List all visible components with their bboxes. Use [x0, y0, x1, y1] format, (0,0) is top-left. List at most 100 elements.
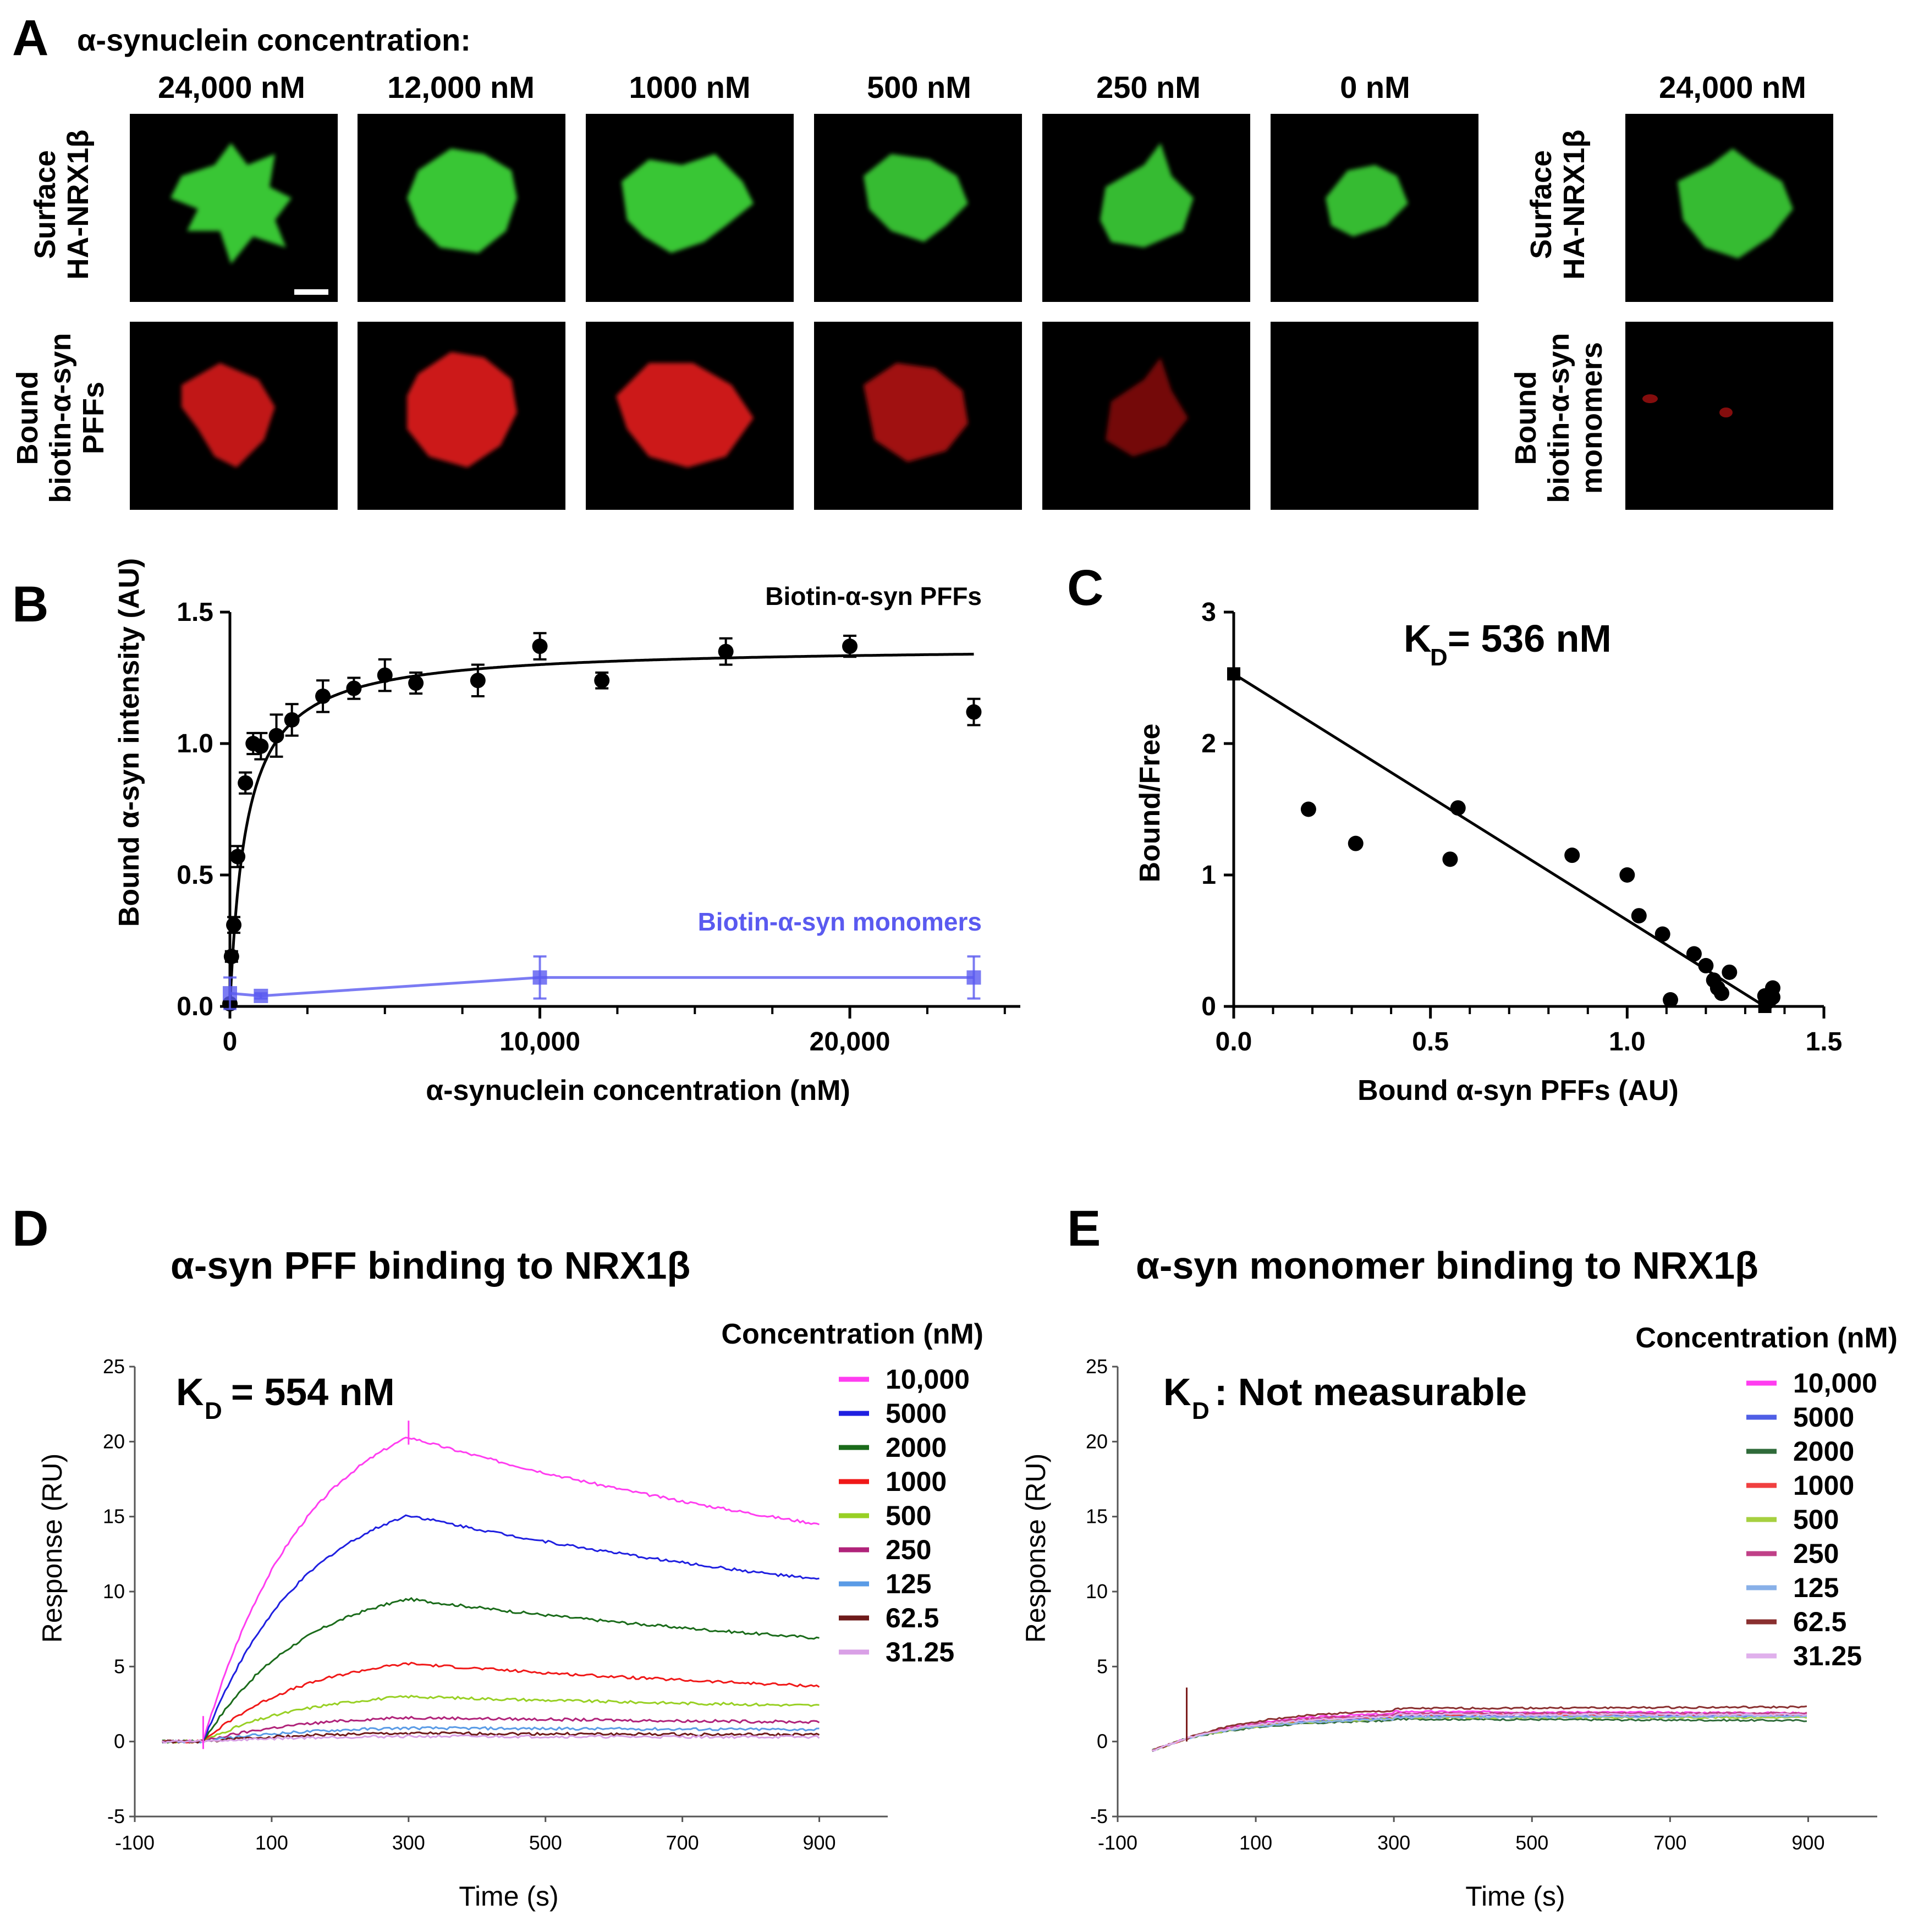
- micrograph-red-5: [1042, 322, 1250, 510]
- chart-d-legend-title: Concentration (nM): [721, 1318, 983, 1350]
- chart-c-point: [1698, 957, 1714, 973]
- panel-b: B 0.0 0.5 1.0 1.5 0 10,000 20,000 Bound α-syn …: [12, 558, 1020, 1107]
- chart-d-legend-label: 31.25: [886, 1637, 954, 1667]
- chart-c-ytick-label: 2: [1201, 729, 1216, 758]
- chart-e-legend-label: 500: [1793, 1504, 1839, 1535]
- chart-b-ytick-label: 0.0: [177, 992, 213, 1021]
- chart-e-legend-label: 5000: [1793, 1402, 1854, 1433]
- panel-a: A α-synuclein concentration: 24,000 nM 1…: [11, 10, 1833, 510]
- chart-e-curve: [1152, 1717, 1807, 1751]
- chart-b-point-pff: [532, 639, 548, 654]
- chart-b-point-monomer: [532, 970, 547, 985]
- chart-d-curve: [162, 1734, 820, 1744]
- chart-b-ytick-label: 1.5: [177, 598, 213, 627]
- chart-b-xtick-label: 0: [223, 1027, 238, 1056]
- chart-c-point: [1714, 986, 1730, 1001]
- chart-b-point-pff: [238, 775, 254, 791]
- chart-c-xtick-label: 0.0: [1216, 1027, 1252, 1056]
- chart-c-xtick-label: 1.5: [1806, 1027, 1843, 1056]
- col-label-3: 1000 nM: [629, 70, 751, 104]
- chart-d-kd-label: K D = 554 nM: [176, 1370, 395, 1424]
- chart-c-point: [1450, 800, 1466, 816]
- chart-e-ytick-label: 10: [1086, 1580, 1108, 1603]
- chart-e-legend-title: Concentration (nM): [1635, 1322, 1898, 1354]
- chart-b-point-pff: [315, 688, 331, 704]
- micrograph-red-1: [130, 322, 338, 510]
- micrograph-red-4: [814, 322, 1022, 510]
- chart-b-point-pff: [284, 712, 300, 728]
- chart-b-xtick-label: 20,000: [810, 1027, 890, 1056]
- micrograph-red-2: [358, 322, 565, 510]
- chart-e-kd-label: K D : Not measurable: [1163, 1370, 1527, 1424]
- chart-e-xtick-label: 300: [1377, 1831, 1410, 1854]
- chart-c-regression-line: [1233, 673, 1766, 1008]
- chart-e-ytick-label: -5: [1090, 1805, 1108, 1828]
- chart-b-point-pff: [268, 728, 284, 744]
- svg-text:biotin-α-syn: biotin-α-syn: [1542, 333, 1575, 503]
- chart-c-point: [1765, 989, 1781, 1005]
- chart-b-xlabel: α-synuclein concentration (nM): [426, 1075, 850, 1107]
- svg-text:HA-NRX1β: HA-NRX1β: [1558, 130, 1591, 280]
- svg-text:PFFs: PFFs: [77, 382, 110, 454]
- micrograph-red-extra: [1625, 322, 1833, 510]
- chart-b-point-pff: [377, 667, 393, 683]
- col-label-6: 0 nM: [1340, 70, 1410, 104]
- svg-text:Bound: Bound: [1509, 371, 1542, 465]
- chart-d-xtick-label: 500: [529, 1831, 562, 1854]
- svg-text:Surface: Surface: [29, 150, 62, 259]
- chart-e-legend-label: 1000: [1793, 1470, 1854, 1501]
- chart-b-point-pff: [253, 738, 269, 754]
- chart-d-ytick-label: 0: [114, 1730, 125, 1753]
- chart-d-legend-label: 2000: [886, 1432, 947, 1463]
- chart-d-xlabel: Time (s): [459, 1881, 558, 1912]
- chart-c-xtick-label: 0.5: [1412, 1027, 1449, 1056]
- svg-text:= 536 nM: = 536 nM: [1448, 617, 1612, 660]
- row-label-bound-pffs: Bound biotin-α-syn PFFs: [11, 333, 110, 503]
- chart-b-ytick-label: 0.5: [177, 861, 213, 890]
- chart-d-legend-label: 62.5: [886, 1603, 939, 1633]
- chart-b-monomer-line: [229, 976, 974, 998]
- svg-text:D: D: [205, 1397, 222, 1424]
- chart-b-plot: 0.0 0.5 1.0 1.5 0 10,000 20,000: [177, 598, 1020, 1056]
- chart-d-legend-label: 500: [886, 1500, 931, 1531]
- chart-e-legend-label: 62.5: [1793, 1606, 1846, 1637]
- chart-d-curve: [162, 1514, 820, 1744]
- panel-letter-a: A: [12, 10, 48, 66]
- chart-d-ytick-label: 5: [114, 1655, 125, 1677]
- svg-text:: Not measurable: : Not measurable: [1214, 1370, 1527, 1413]
- chart-b-point-pff: [223, 949, 239, 965]
- chart-b-point-pff: [346, 680, 362, 696]
- chart-e-ytick-label: 20: [1086, 1430, 1108, 1452]
- panel-d: D α-syn PFF binding to NRX1β Concentrati…: [12, 1201, 983, 1912]
- chart-d-xtick-label: 700: [666, 1831, 699, 1854]
- chart-b-point-pff: [842, 639, 858, 654]
- svg-text:HA-NRX1β: HA-NRX1β: [62, 130, 95, 280]
- chart-b-point-pff: [594, 673, 610, 689]
- svg-text:= 554 nM: = 554 nM: [231, 1370, 395, 1413]
- chart-c-point: [1631, 908, 1647, 924]
- svg-text:D: D: [1192, 1397, 1210, 1424]
- micrograph-green-5: [1042, 114, 1250, 302]
- chart-d-ytick-label: 15: [103, 1505, 125, 1528]
- chart-e-xtick-label: 100: [1239, 1831, 1272, 1854]
- svg-text:Bound: Bound: [11, 371, 44, 465]
- micrograph-green-2: [358, 114, 565, 302]
- chart-d-ytick-label: 10: [103, 1580, 125, 1603]
- chart-b-point-pff: [408, 675, 424, 691]
- chart-e-title: α-syn monomer binding to NRX1β: [1136, 1244, 1758, 1287]
- chart-d-legend-label: 1000: [886, 1466, 947, 1497]
- chart-b-xtick-label: 10,000: [499, 1027, 580, 1056]
- micrograph-green-3: [586, 114, 794, 302]
- chart-e-curve: [1152, 1715, 1807, 1752]
- chart-e-curve: [1152, 1714, 1807, 1752]
- chart-e-ytick-label: 5: [1097, 1655, 1108, 1677]
- chart-b-point-pff: [966, 704, 982, 720]
- chart-e-legend-label: 250: [1793, 1538, 1839, 1569]
- micrograph-red-3: [586, 322, 794, 510]
- chart-b-point-pff: [230, 849, 246, 865]
- chart-b-point-pff: [718, 643, 734, 659]
- chart-c-point: [1663, 992, 1679, 1008]
- chart-d-ytick-label: -5: [107, 1805, 125, 1828]
- chart-c-intercept-marker: [1227, 667, 1240, 681]
